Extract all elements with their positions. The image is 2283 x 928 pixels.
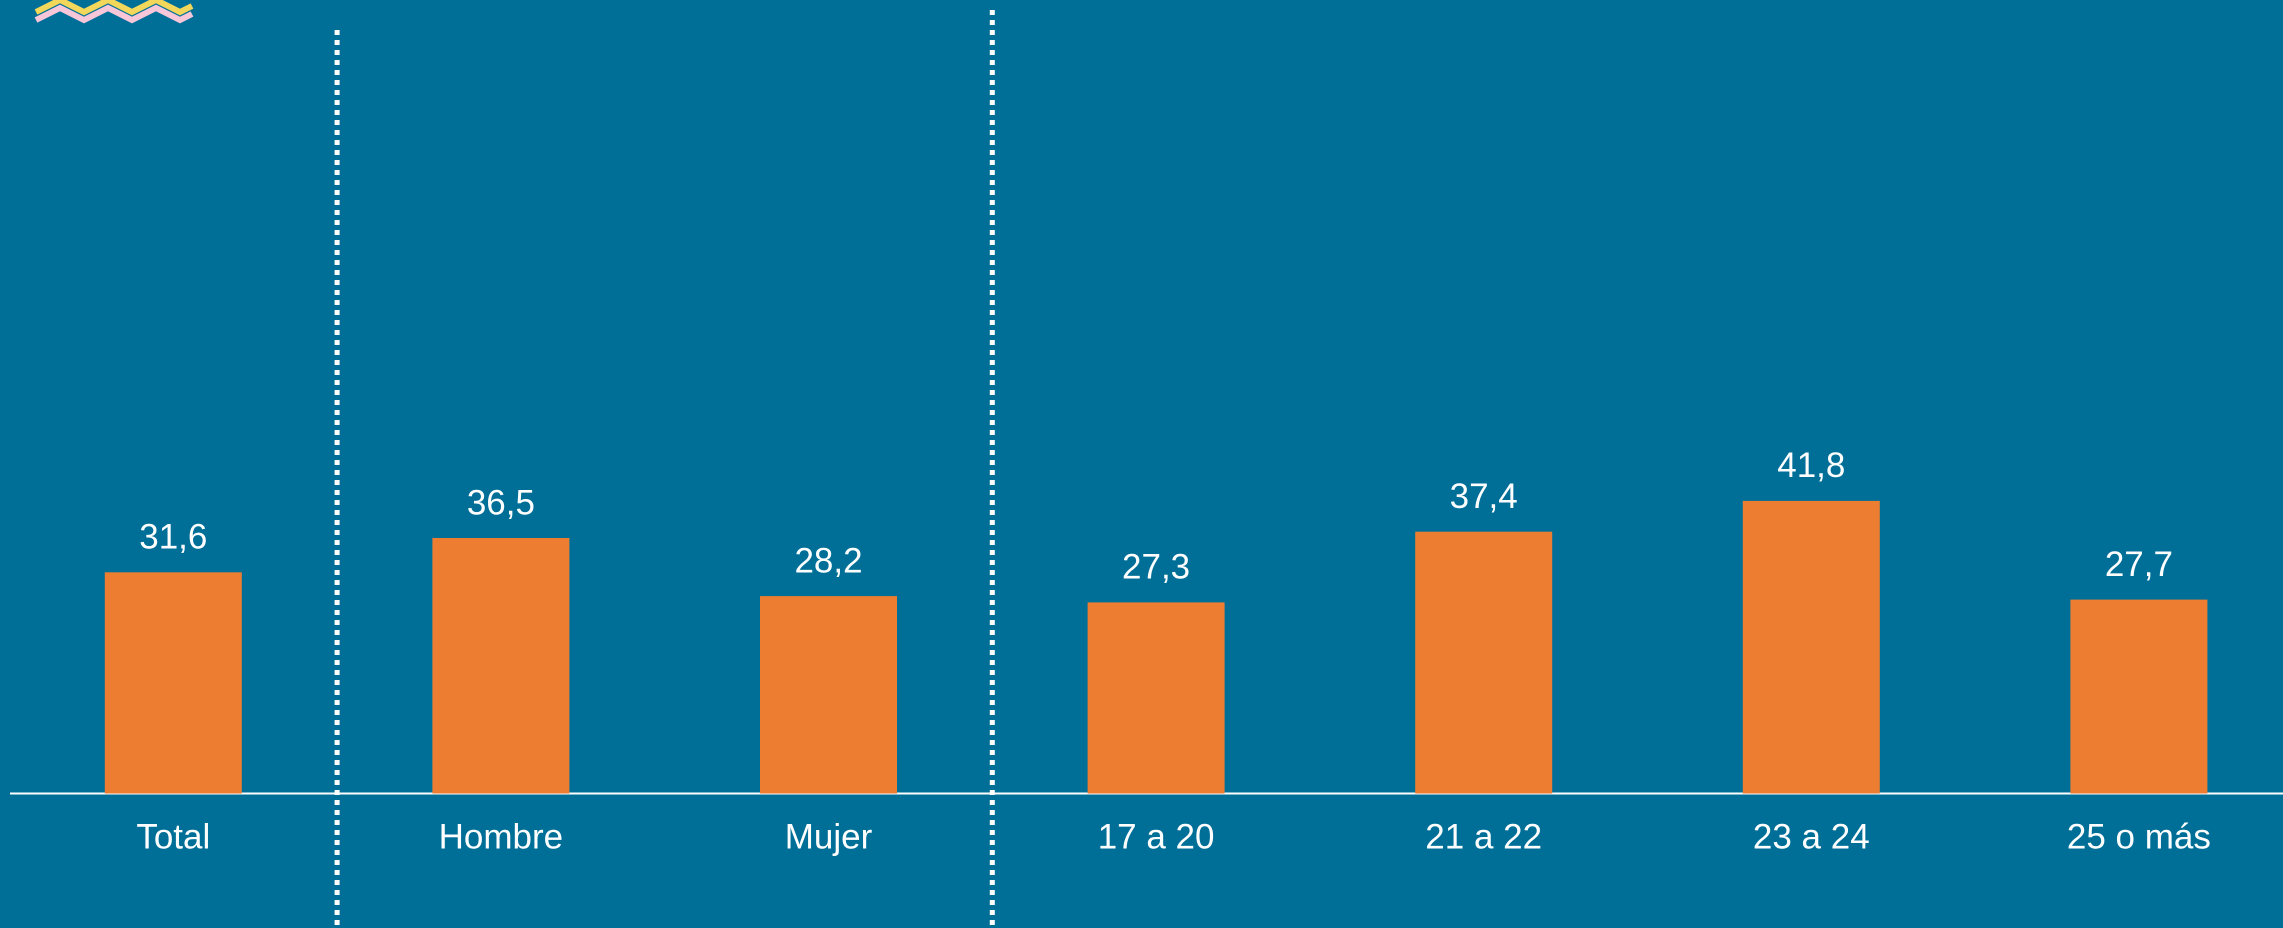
value-label: 41,8	[1777, 446, 1845, 485]
value-label: 31,6	[139, 518, 207, 557]
bar	[104, 572, 242, 794]
logo-stripe	[34, 0, 194, 16]
logo-stripe	[34, 4, 194, 24]
x-tick-label: Mujer	[785, 817, 873, 856]
bar	[1415, 531, 1553, 794]
value-label: 28,2	[794, 541, 862, 580]
x-tick-label: 25 o más	[2067, 817, 2211, 856]
bar	[1742, 500, 1880, 794]
x-tick-label: Hombre	[439, 817, 563, 856]
bar	[2070, 599, 2208, 794]
bar	[760, 596, 897, 794]
logo	[34, 0, 194, 24]
x-tick-label: Total	[136, 817, 210, 856]
x-tick-label: 17 a 20	[1098, 817, 1215, 856]
value-label: 27,7	[2105, 545, 2173, 584]
x-tick-label: 23 a 24	[1753, 817, 1870, 856]
value-label: 27,3	[1122, 548, 1190, 587]
value-label: 36,5	[467, 483, 535, 522]
value-label: 37,4	[1450, 477, 1518, 516]
bar	[1087, 602, 1225, 794]
bar	[432, 538, 570, 794]
x-tick-label: 21 a 22	[1425, 817, 1542, 856]
